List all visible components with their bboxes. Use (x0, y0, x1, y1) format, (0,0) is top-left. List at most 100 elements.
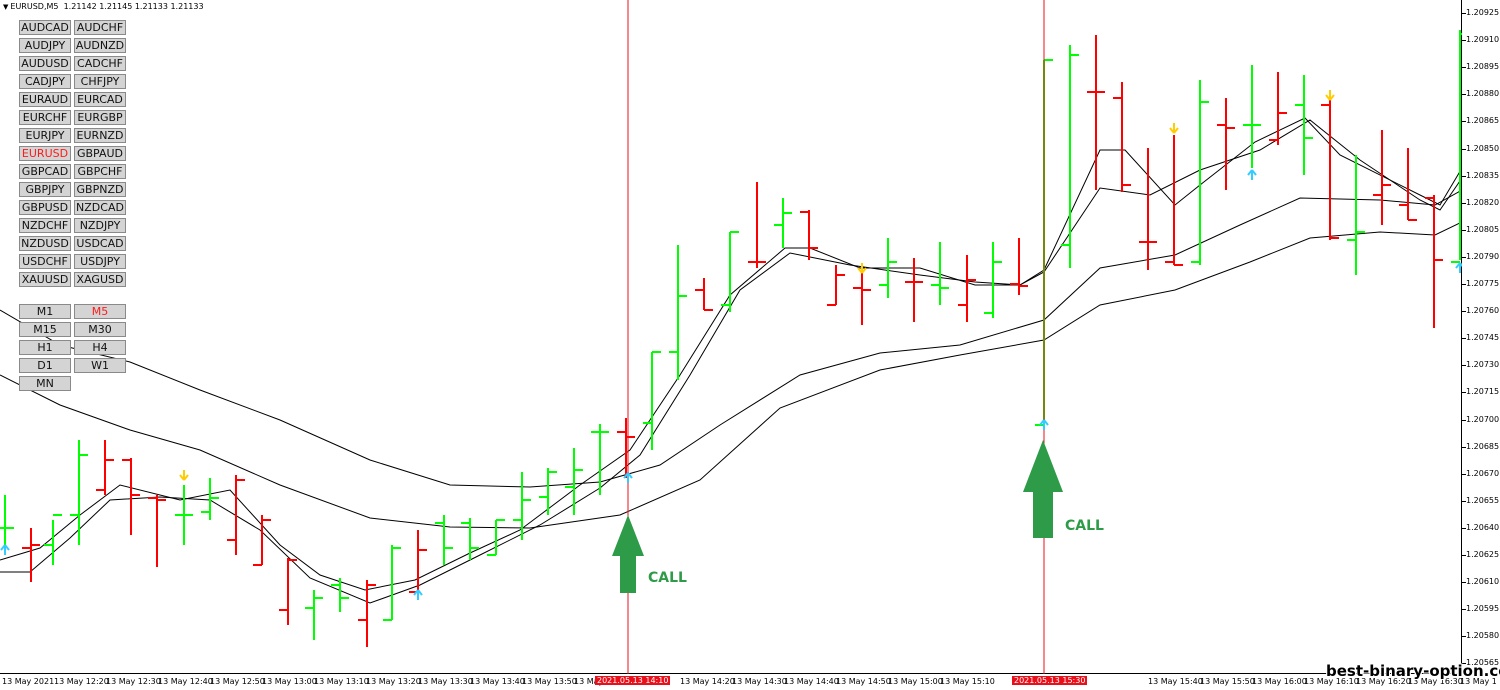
symbol-button-eurgbp[interactable]: EURGBP (74, 110, 126, 125)
symbol-button-cadchf[interactable]: CADCHF (74, 56, 126, 71)
chart-frame (0, 0, 1462, 674)
symbol-button-audjpy[interactable]: AUDJPY (19, 38, 71, 53)
symbol-button-usdchf[interactable]: USDCHF (19, 254, 71, 269)
price-tick (1462, 447, 1466, 448)
price-label: 1.20730 (1466, 360, 1500, 369)
symbol-button-xagusd[interactable]: XAGUSD (74, 272, 126, 287)
symbol-button-gbpcad[interactable]: GBPCAD (19, 164, 71, 179)
price-label: 1.20895 (1466, 62, 1500, 71)
price-tick (1462, 257, 1466, 258)
symbol-button-audcad[interactable]: AUDCAD (19, 20, 71, 35)
timeframe-button-w1[interactable]: W1 (74, 358, 126, 373)
symbol-button-eurjpy[interactable]: EURJPY (19, 128, 71, 143)
bear-bar (853, 268, 871, 325)
symbol-button-gbpaud[interactable]: GBPAUD (74, 146, 126, 161)
timeframe-button-mn[interactable]: MN (19, 376, 71, 391)
bear-bar (122, 458, 140, 535)
collapse-triangle-icon[interactable]: ▼ (3, 3, 9, 11)
price-label: 1.20595 (1466, 604, 1500, 613)
call-arrows (612, 440, 1063, 593)
price-tick (1462, 392, 1466, 393)
bull-bar (721, 231, 739, 312)
time-label: 13 May 15:50 (1200, 677, 1255, 686)
price-label: 1.20700 (1466, 415, 1500, 424)
symbol-button-audnzd[interactable]: AUDNZD (74, 38, 126, 53)
bear-bar (22, 528, 40, 582)
timeframe-button-d1[interactable]: D1 (19, 358, 71, 373)
symbol-button-euraud[interactable]: EURAUD (19, 92, 71, 107)
timeframe-button-m15[interactable]: M15 (19, 322, 71, 337)
symbol-button-usdcad[interactable]: USDCAD (74, 236, 126, 251)
price-chart[interactable] (0, 0, 1462, 674)
symbol-button-xauusd[interactable]: XAUUSD (19, 272, 71, 287)
symbol-button-chfjpy[interactable]: CHFJPY (74, 74, 126, 89)
bear-bar (748, 182, 766, 268)
symbol-button-eurusd[interactable]: EURUSD (19, 146, 71, 161)
price-tick (1462, 365, 1466, 366)
price-label: 1.20565 (1466, 658, 1500, 667)
price-label: 1.20760 (1466, 306, 1500, 315)
bull-bar (201, 478, 219, 520)
bear-bar (695, 278, 713, 311)
bear-bar (905, 258, 923, 322)
bear-bar (253, 515, 271, 566)
time-label: 13 May 15:40 (1148, 677, 1203, 686)
time-label: 13 May 14:30 (732, 677, 787, 686)
price-tick (1462, 230, 1466, 231)
bull-bar (461, 518, 479, 560)
symbol-button-eurchf[interactable]: EURCHF (19, 110, 71, 125)
up-arrow-icon (413, 589, 423, 600)
symbol-button-nzdcad[interactable]: NZDCAD (74, 200, 126, 215)
bull-bar (513, 472, 531, 540)
symbol-button-eurnzd[interactable]: EURNZD (74, 128, 126, 143)
down-arrow-icon (179, 470, 189, 481)
price-tick (1462, 284, 1466, 285)
ma-line-mid (0, 189, 1462, 488)
up-arrow-icon (623, 472, 633, 483)
bear-bar (1217, 98, 1235, 190)
bear-bar (1139, 148, 1157, 270)
bull-bar (1191, 80, 1209, 265)
symbol-button-usdjpy[interactable]: USDJPY (74, 254, 126, 269)
down-arrow-icon (1169, 123, 1179, 134)
time-label: 13 May 16:30 (1408, 677, 1463, 686)
price-label: 1.20670 (1466, 469, 1500, 478)
price-tick (1462, 40, 1466, 41)
symbol-button-eurcad[interactable]: EURCAD (74, 92, 126, 107)
bull-bar (1061, 45, 1079, 268)
symbol-button-nzdjpy[interactable]: NZDJPY (74, 218, 126, 233)
symbol-button-gbpnzd[interactable]: GBPNZD (74, 182, 126, 197)
call-signal-label: CALL (648, 570, 687, 586)
symbol-button-gbpchf[interactable]: GBPCHF (74, 164, 126, 179)
up-arrow-icon (0, 544, 10, 555)
timeframe-button-m5[interactable]: M5 (74, 304, 126, 319)
timeframe-button-m1[interactable]: M1 (19, 304, 71, 319)
price-label: 1.20805 (1466, 225, 1500, 234)
price-tick (1462, 94, 1466, 95)
time-marker-label: 2021.05.13 14:10 (595, 676, 671, 685)
symbol-button-nzdchf[interactable]: NZDCHF (19, 218, 71, 233)
call-arrow-icon (612, 515, 644, 593)
bull-bar (487, 519, 505, 556)
symbol-button-nzdusd[interactable]: NZDUSD (19, 236, 71, 251)
bull-bar (643, 351, 661, 450)
price-label: 1.20745 (1466, 333, 1500, 342)
symbol-button-gbpusd[interactable]: GBPUSD (19, 200, 71, 215)
symbol-button-audusd[interactable]: AUDUSD (19, 56, 71, 71)
moving-average-lines (0, 117, 1462, 604)
time-marker-label: 2021.05.13 15:30 (1012, 676, 1088, 685)
symbol-button-audchf[interactable]: AUDCHF (74, 20, 126, 35)
timeframe-button-h1[interactable]: H1 (19, 340, 71, 355)
bear-bar (1399, 148, 1417, 221)
timeframe-button-m30[interactable]: M30 (74, 322, 126, 337)
timeframe-button-h4[interactable]: H4 (74, 340, 126, 355)
up-arrow-icon (1247, 169, 1257, 180)
price-label: 1.20775 (1466, 279, 1500, 288)
time-label: 13 May 12:30 (106, 677, 161, 686)
bull-bar (1451, 30, 1462, 263)
time-label: 13 May 13:30 (418, 677, 473, 686)
bull-bar (1347, 155, 1365, 275)
symbol-button-cadjpy[interactable]: CADJPY (19, 74, 71, 89)
bull-bar (70, 440, 88, 545)
symbol-button-gbpjpy[interactable]: GBPJPY (19, 182, 71, 197)
